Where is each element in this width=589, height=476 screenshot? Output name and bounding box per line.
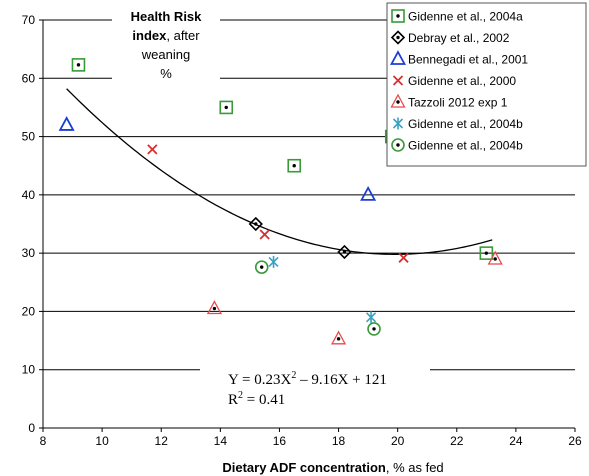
legend-label-5: Tazzoli 2012 exp 1: [408, 96, 508, 110]
legend-items: Gidenne et al., 2004a Debray et al., 2002…: [389, 9, 528, 153]
r-squared-text: R2 = 0.41: [228, 390, 285, 408]
data-point-series-4: [147, 144, 158, 155]
inset-title-line-2: index, after: [132, 28, 200, 43]
legend-label-2: Debray et al., 2002: [408, 31, 510, 45]
x-tick-label: 26: [568, 434, 582, 448]
x-tick-label: 10: [95, 434, 109, 448]
data-point-series-5: [206, 300, 223, 315]
inset-title-line-1: Health Risk: [131, 9, 203, 24]
legend-label-4: Gidenne et al., 2000: [408, 74, 516, 88]
x-tick-label: 16: [273, 434, 287, 448]
x-tick-label: 8: [40, 434, 47, 448]
y-tick-label: 20: [22, 304, 36, 318]
legend: Gidenne et al., 2004a Debray et al., 2002…: [386, 2, 587, 167]
legend-marker-7: [391, 138, 405, 152]
data-point-series-2: [337, 244, 352, 260]
legend-label-3: Bennegadi et al., 2001: [408, 53, 528, 67]
data-point-series-3: [360, 185, 377, 201]
data-point-series-5: [487, 250, 503, 265]
legend-marker-6: [392, 117, 404, 130]
inset-title-line-4: %: [160, 66, 172, 81]
x-tick-label: 22: [450, 434, 464, 448]
data-point-series-7: [367, 322, 381, 336]
legend-box: [386, 2, 587, 167]
x-tick-labels: 8 10 12 14 16 18 20 22 24 26: [40, 434, 582, 448]
legend-marker-5: [390, 93, 406, 108]
y-tick-label: 30: [22, 246, 36, 260]
y-tick-labels: 0 10 20 30 40 50 60 70: [22, 13, 36, 435]
x-tick-label: 18: [332, 434, 346, 448]
y-tick-label: 0: [28, 421, 35, 435]
legend-label-6: Gidenne et al., 2004b: [408, 117, 523, 131]
x-axis-label: Dietary ADF concentration, % as fed: [222, 460, 443, 475]
legend-label-1: Gidenne et al., 2004a: [408, 10, 523, 24]
trendline-group: [66, 88, 493, 255]
trend-equation: Y = 0.23X2 – 9.16X + 121 R2 = 0.41: [200, 366, 430, 412]
y-tick-label: 50: [22, 130, 36, 144]
axes: [39, 19, 576, 432]
data-point-series-6: [366, 311, 377, 324]
inset-title: Health Risk index, after weaning %: [112, 6, 220, 86]
data-point-series-1: [479, 246, 494, 260]
trendline: [66, 88, 493, 255]
data-point-series-1: [71, 58, 86, 72]
data-point-series-2: [248, 216, 263, 232]
data-point-series-1: [219, 100, 234, 115]
x-tick-label: 20: [391, 434, 405, 448]
inset-title-background: [112, 6, 220, 86]
data-point-series-5: [330, 330, 347, 345]
data-point-series-7: [254, 260, 269, 274]
equation-text: Y = 0.23X2 – 9.16X + 121: [228, 370, 387, 388]
x-tick-label: 12: [155, 434, 169, 448]
x-tick-label: 24: [509, 434, 523, 448]
data-point-series-4: [398, 252, 409, 263]
legend-marker-3: [389, 50, 407, 65]
y-tick-label: 70: [22, 13, 36, 27]
legend-marker-2: [390, 30, 406, 45]
legend-marker-4: [392, 75, 404, 86]
legend-label-7: Gidenne et al., 2004b: [408, 139, 523, 153]
x-tick-label: 14: [214, 434, 228, 448]
data-point-series-6: [268, 255, 279, 268]
y-tick-label: 60: [22, 71, 36, 85]
legend-marker-1: [391, 9, 405, 23]
data-point-series-1: [287, 158, 302, 173]
y-tick-label: 40: [22, 188, 36, 202]
equation-background: [200, 366, 430, 412]
data-point-series-4: [259, 229, 270, 240]
inset-title-line-3: weaning: [141, 47, 190, 62]
data-point-series-3: [58, 116, 75, 131]
y-tick-label: 10: [22, 363, 36, 377]
